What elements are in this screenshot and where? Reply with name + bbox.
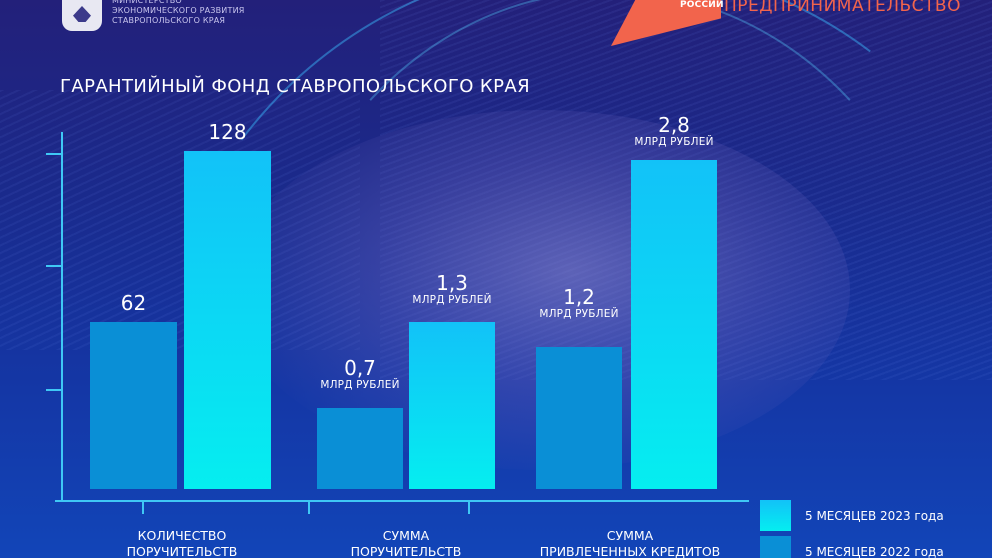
category-label-count: КОЛИЧЕСТВО ПОРУЧИТЕЛЬСТВ [92,528,272,558]
bar-value: 1,3 [436,271,468,295]
bar-value: 2,8 [658,113,690,137]
bar-label-2022-guarantee-sum: 0,7 МЛРД РУБЛЕЙ [300,357,420,392]
ministry-line: ЭКОНОМИЧЕСКОГО РАЗВИТИЯ [112,6,245,15]
ministry-line: МИНИСТЕРСТВО [112,0,182,5]
category-line: ПРИВЛЕЧЕННЫХ КРЕДИТОВ [539,544,721,558]
bar-unit: МЛРД РУБЛЕЙ [320,379,400,391]
ministry-logo-block: МИНИСТЕРСТВО ЭКОНОМИЧЕСКОГО РАЗВИТИЯ СТА… [62,0,245,32]
brand-title: ПРЕДПРИНИМАТЕЛЬСТВО [724,0,961,16]
bar-label-2023-count: 128 [184,121,271,143]
bar-label-2022-credits-sum: 1,2 МЛРД РУБЛЕЙ [519,286,639,321]
bar-2022-credits-sum [536,347,622,489]
bar-2023-credits-sum [631,160,717,489]
ministry-name: МИНИСТЕРСТВО ЭКОНОМИЧЕСКОГО РАЗВИТИЯ СТА… [112,0,245,26]
bar-2023-count [184,151,271,489]
category-label-guarantee-sum: СУММА ПОРУЧИТЕЛЬСТВ [316,528,496,558]
legend-item-2023: 5 МЕСЯЦЕВ 2023 года [760,500,944,531]
bar-value: 62 [120,291,147,315]
brand-small-text: РОССИИ [680,0,724,10]
bar-value: 1,2 [563,285,595,309]
y-tick [46,389,61,391]
ministry-line: СТАВРОПОЛЬСКОГО КРАЯ [112,16,226,25]
category-line: ПОРУЧИТЕЛЬСТВ [126,544,238,558]
y-tick [46,153,61,155]
legend-label: 5 МЕСЯЦЕВ 2022 года [805,544,944,558]
bar-value: 128 [208,120,247,144]
bar-value: 0,7 [344,356,376,380]
legend-swatch-2022 [760,536,791,558]
bar-2023-guarantee-sum [409,322,495,489]
category-line: СУММА [382,528,430,543]
bar-unit: МЛРД РУБЛЕЙ [634,136,714,148]
coat-of-arms-icon [62,0,102,31]
category-line: ПОРУЧИТЕЛЬСТВ [350,544,462,558]
y-tick [46,265,61,267]
bar-unit: МЛРД РУБЛЕЙ [539,308,619,320]
page-title: ГАРАНТИЙНЫЙ ФОНД СТАВРОПОЛЬСКОГО КРАЯ [60,76,530,97]
legend-label: 5 МЕСЯЦЕВ 2023 года [805,508,944,523]
x-tick [468,500,470,514]
bar-label-2023-credits-sum: 2,8 МЛРД РУБЛЕЙ [614,114,734,149]
x-tick [142,500,144,514]
x-axis [55,500,749,502]
legend-swatch-2023 [760,500,791,531]
bar-unit: МЛРД РУБЛЕЙ [412,294,492,306]
bar-label-2022-count: 62 [90,292,177,314]
bar-2022-guarantee-sum [317,408,403,489]
category-line: СУММА [606,528,654,543]
y-axis [61,132,63,501]
bar-label-2023-guarantee-sum: 1,3 МЛРД РУБЛЕЙ [392,272,512,307]
x-tick [308,500,310,514]
category-line: КОЛИЧЕСТВО [137,528,227,543]
legend-item-2022: 5 МЕСЯЦЕВ 2022 года [760,536,944,558]
bar-2022-count [90,322,177,489]
category-label-credits-sum: СУММА ПРИВЛЕЧЕННЫХ КРЕДИТОВ [530,528,730,558]
